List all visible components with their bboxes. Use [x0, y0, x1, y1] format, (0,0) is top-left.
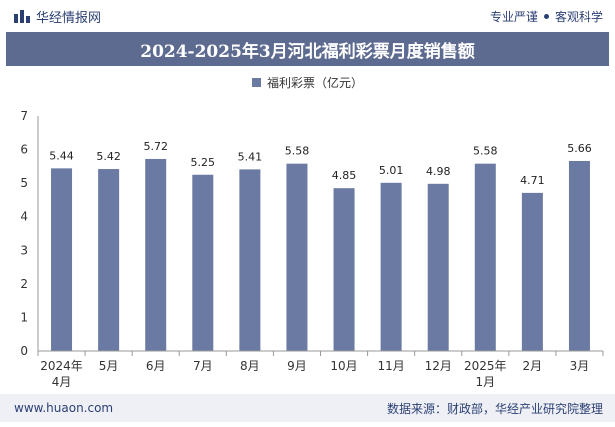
bar [333, 188, 355, 351]
bar-value-label: 5.41 [238, 150, 263, 163]
bar-value-label: 5.58 [285, 145, 310, 158]
dot-separator-icon [543, 13, 549, 19]
y-tick-label: 7 [20, 109, 28, 123]
bar-value-label: 5.44 [49, 149, 74, 162]
x-tick-label: 2024年 4月 [40, 359, 83, 389]
footer: www.huaon.com 数据来源：财政部，华经产业研究院整理 [0, 394, 615, 422]
bar-logo-icon [14, 9, 30, 23]
y-tick-label: 1 [20, 310, 28, 324]
bar-value-label: 5.42 [96, 150, 121, 163]
bar [427, 183, 449, 351]
x-tick-label: 11月 [377, 359, 404, 373]
bar [145, 158, 167, 351]
y-tick-label: 4 [20, 210, 28, 224]
y-tick-label: 5 [20, 176, 28, 190]
legend-label: 福利彩票（亿元） [266, 75, 363, 90]
bar-value-label: 4.85 [332, 169, 357, 182]
x-tick-label: 10月 [330, 359, 357, 373]
x-tick-label: 2月 [523, 359, 543, 373]
bar-value-label: 5.01 [379, 164, 404, 177]
bar [51, 168, 73, 351]
bar [474, 163, 496, 351]
bar [380, 182, 402, 351]
bar [98, 169, 120, 351]
y-tick-label: 0 [20, 344, 28, 358]
tagline-left: 专业严谨 [489, 9, 538, 24]
x-tick-label: 8月 [240, 359, 260, 373]
x-axis: 2024年 4月 5月 6月 7月 8月 9月 10月 11月 12月 2025年 1月 2月 3月 [37, 350, 604, 389]
x-tick-label: 6月 [146, 359, 166, 373]
bar-value-label: 5.72 [143, 140, 168, 153]
bar [521, 192, 543, 351]
top-bar: 华经情报网 专业严谨 客观科学 [0, 0, 615, 32]
legend-swatch [251, 77, 261, 87]
bar-value-label: 4.71 [520, 174, 545, 187]
y-tick-label: 6 [20, 143, 28, 157]
source-note: 数据来源：财政部，华经产业研究院整理 [386, 401, 603, 416]
y-tick-label: 3 [20, 243, 28, 257]
bar-value-label: 5.25 [191, 156, 216, 169]
tagline: 专业严谨 客观科学 [490, 8, 603, 25]
x-tick-label: 9月 [287, 359, 307, 373]
website-link[interactable]: www.huaon.com [14, 401, 114, 415]
bar-value-label: 4.98 [426, 165, 451, 178]
y-axis: 0 1 2 3 4 5 6 7 [20, 109, 39, 358]
bars: 5.44 5.42 5.72 5.25 5.41 5.58 4.85 5.01 4.98 5.58… [49, 140, 592, 351]
y-tick-label: 2 [20, 277, 28, 291]
bar [568, 160, 590, 351]
bar-value-label: 5.58 [473, 145, 498, 158]
bar-value-label: 5.66 [567, 142, 592, 155]
brand-name: 华经情报网 [36, 10, 102, 26]
brand: 华经情报网 [14, 7, 101, 26]
x-tick-label: 12月 [425, 359, 452, 373]
tagline-right: 客观科学 [554, 9, 603, 24]
bar [286, 163, 308, 351]
bar [239, 169, 261, 351]
chart-title: 2024-2025年3月河北福利彩票月度销售额 [6, 32, 609, 66]
chart-legend: 福利彩票（亿元） [0, 72, 615, 92]
x-tick-label: 3月 [570, 359, 590, 373]
x-tick-label: 2025年 1月 [464, 359, 507, 389]
x-tick-label: 5月 [99, 359, 119, 373]
bar [192, 174, 214, 351]
x-tick-label: 7月 [193, 359, 213, 373]
